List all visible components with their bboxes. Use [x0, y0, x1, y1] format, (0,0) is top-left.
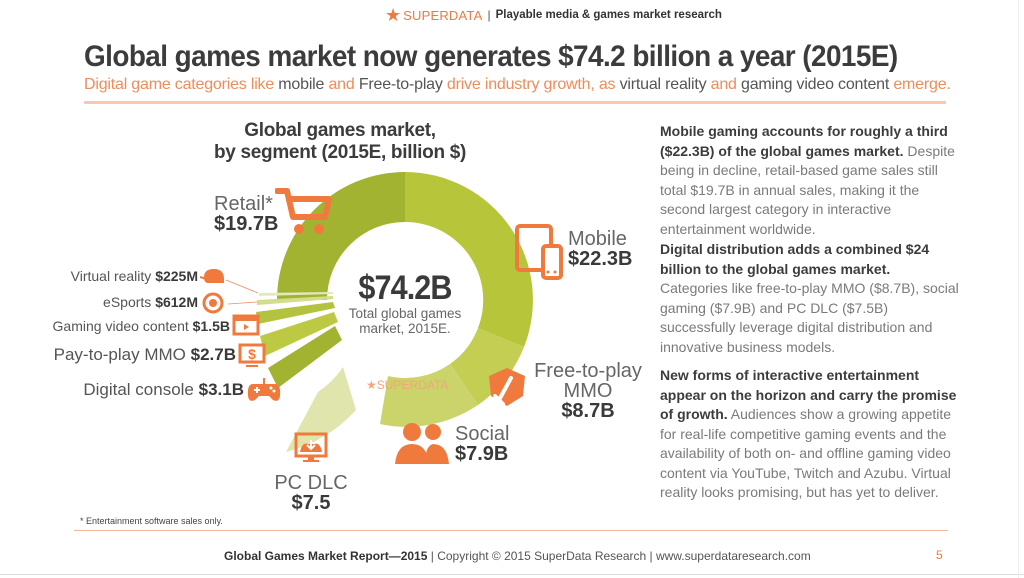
page-footer: Global Games Market Report—2015 | Copyri… — [224, 549, 811, 563]
chart-title-line2: by segment (2015E, billion $) — [213, 142, 467, 163]
total-caption-line2: market, 2015E. — [359, 321, 451, 336]
subtitle-part: drive industry growth, as — [442, 76, 620, 93]
subtitle-part: virtual reality — [619, 76, 707, 93]
leader-line-esports — [227, 301, 258, 305]
donut-segments — [277, 172, 533, 452]
segment-pay-to-play — [260, 312, 338, 356]
report-title: Global Games Market Report—2015 — [224, 549, 428, 563]
label-social: Social $7.9B — [455, 423, 510, 465]
vr-headset-icon — [200, 269, 224, 283]
insight-digital-distribution: Digital distribution adds a combined $24… — [660, 241, 959, 355]
bottom-border — [0, 574, 1024, 575]
segment-retail — [277, 172, 405, 300]
subtitle-part: and — [324, 76, 359, 93]
subtitle-part: gaming video content — [741, 76, 890, 93]
leader-line-vr — [225, 279, 259, 294]
brand-tagline: Playable media & games market research — [495, 9, 722, 21]
footer-divider — [74, 530, 948, 531]
label-gaming-video: Gaming video content $1.5B — [52, 318, 230, 334]
subtitle-part: Free-to-play — [358, 76, 443, 93]
insight-mobile: Mobile gaming accounts for roughly a thi… — [660, 123, 955, 237]
monitor-dollar-icon: $ — [238, 343, 266, 367]
chart-watermark: ★SUPERDATA — [366, 378, 449, 392]
right-border — [1018, 0, 1019, 578]
brand-header: ★ SUPERDATA | Playable media & games mar… — [385, 4, 722, 26]
segment-social — [380, 364, 478, 427]
segment-digital-console — [268, 326, 342, 388]
page-number: 5 — [936, 548, 943, 562]
total-value: $74.2B — [358, 269, 452, 307]
page-subtitle: Digital game categories like mobile and … — [84, 76, 951, 94]
svg-text:$: $ — [248, 346, 256, 362]
soccer-ball-icon — [202, 292, 224, 314]
insight-new-forms: New forms of interactive entertainment a… — [660, 367, 957, 500]
users-icon — [395, 423, 449, 464]
subtitle-part: Digital game categories like — [84, 76, 279, 93]
chart-title: Global games market, by segment (2015E, … — [190, 120, 490, 164]
label-pc-dlc: PC DLC $7.5 — [274, 472, 348, 514]
subtitle-part: mobile — [278, 76, 325, 93]
label-digital-console: Digital console $3.1B — [83, 380, 244, 399]
label-retail: Retail* $19.7B — [214, 193, 279, 235]
label-virtual-reality: Virtual reality $225M — [70, 268, 198, 284]
header-separator: | — [487, 8, 491, 22]
segment-esports — [257, 296, 333, 305]
segment-pc-dlc — [286, 367, 356, 452]
donut-center: $74.2B Total global games market, 2015E. — [340, 270, 470, 336]
segment-mobile — [405, 172, 533, 347]
sword-shield-icon — [489, 368, 525, 412]
segment-vr — [259, 292, 333, 296]
superdata-star-icon: ★ — [385, 5, 402, 25]
page-title: Global games market now generates $74.2 … — [84, 40, 898, 73]
label-f2p-mmo: Free-to-play MMO $8.7B — [534, 360, 642, 422]
subtitle-part: emerge. — [889, 76, 951, 93]
total-caption-line1: Total global games — [348, 306, 462, 321]
segment-f2p-mmo — [450, 328, 524, 405]
segment-gaming-video — [256, 302, 335, 324]
footnote: * Entertainment software sales only. — [80, 516, 223, 526]
chart-title-line1: Global games market, — [244, 120, 436, 141]
monitor-download-icon — [294, 432, 328, 462]
gamepad-icon — [247, 378, 281, 401]
watermark-star-icon: ★ — [366, 378, 377, 392]
shopping-cart-icon — [275, 188, 332, 234]
title-divider — [84, 101, 946, 104]
subtitle-part: and — [706, 76, 741, 93]
label-esports: eSports $612M — [103, 294, 198, 310]
small-segments — [256, 292, 342, 388]
video-player-icon — [232, 314, 260, 336]
brand-logo: SUPERDATA — [403, 7, 483, 23]
copyright: | Copyright © 2015 SuperData Research | … — [430, 549, 811, 563]
tablet-phone-icon — [515, 224, 563, 280]
label-mobile: Mobile $22.3B — [568, 228, 633, 270]
label-pay-to-play-mmo: Pay-to-play MMO $2.7B — [53, 345, 236, 364]
